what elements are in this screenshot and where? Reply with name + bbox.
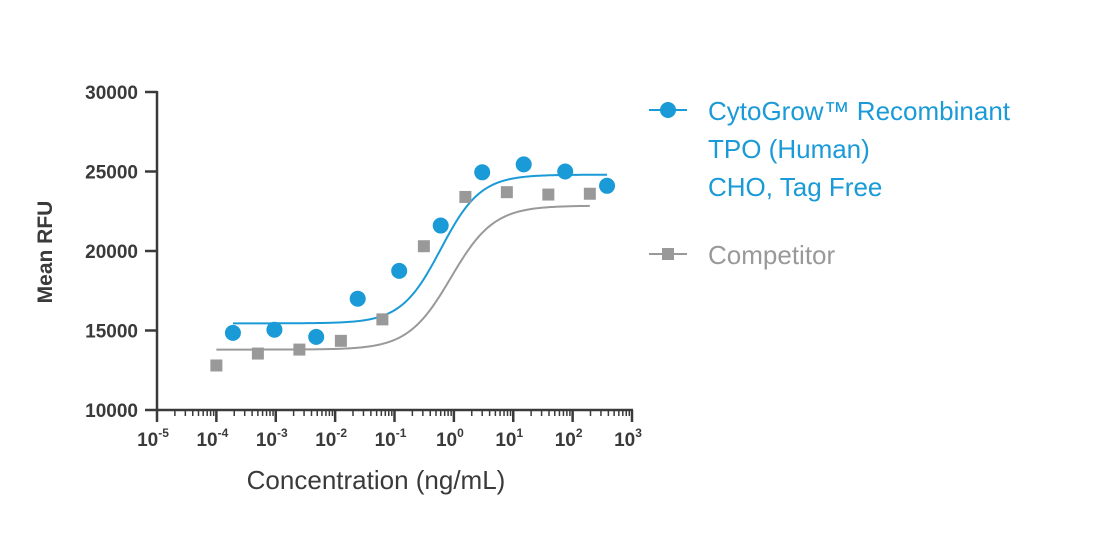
data-point [293, 343, 306, 356]
x-axis-ticks: 10-5 10-4 10-3 10-2 10-1 100 101 102 103 [137, 410, 642, 451]
x-tick-label: 10-3 [256, 426, 288, 451]
fit-curve [232, 173, 608, 325]
data-point [266, 321, 283, 338]
legend: CytoGrow™ Recombinant TPO (Human) CHO, Tag… [649, 96, 1011, 270]
data-point [224, 324, 241, 341]
fit-curves [216, 173, 608, 351]
x-tick-label: 10-2 [315, 426, 347, 451]
y-tick-label: 15000 [85, 322, 138, 343]
data-point [308, 328, 325, 345]
x-axis-title: Concentration (ng/mL) [247, 465, 506, 495]
data-point [349, 290, 366, 307]
data-points [210, 156, 616, 372]
data-point [557, 163, 574, 180]
y-tick-label: 30000 [85, 83, 138, 104]
data-point [417, 240, 430, 253]
data-point [376, 313, 389, 326]
legend-label: Competitor [708, 240, 835, 270]
x-tick-label: 100 [436, 426, 464, 451]
data-point [583, 187, 596, 200]
data-point [542, 188, 555, 201]
data-point [459, 190, 472, 203]
x-tick-label: 10-4 [196, 426, 228, 451]
y-axis-ticks: 10000 15000 20000 25000 30000 [85, 83, 157, 422]
legend-marker [660, 102, 676, 118]
legend-label: CHO, Tag Free [708, 172, 882, 202]
x-tick-label: 101 [495, 426, 523, 451]
x-tick-label: 10-1 [375, 426, 407, 451]
y-axis-title: Mean RFU [34, 201, 57, 304]
x-tick-label: 103 [614, 426, 642, 451]
y-tick-label: 20000 [85, 242, 138, 263]
data-point [515, 156, 532, 173]
legend-label: TPO (Human) [708, 134, 870, 164]
data-point [251, 347, 264, 360]
fit-curve [216, 204, 590, 351]
data-point [500, 186, 513, 199]
data-point [599, 177, 616, 194]
y-tick-label: 10000 [85, 401, 138, 422]
data-point [391, 262, 408, 279]
legend-marker [662, 248, 674, 260]
x-tick-label: 10-5 [137, 426, 169, 451]
data-point [334, 334, 347, 347]
data-point [432, 217, 449, 234]
y-tick-label: 25000 [85, 163, 138, 184]
data-point [474, 164, 491, 181]
x-tick-label: 102 [555, 426, 583, 451]
legend-label: CytoGrow™ Recombinant [708, 96, 1011, 126]
data-point [210, 359, 223, 372]
